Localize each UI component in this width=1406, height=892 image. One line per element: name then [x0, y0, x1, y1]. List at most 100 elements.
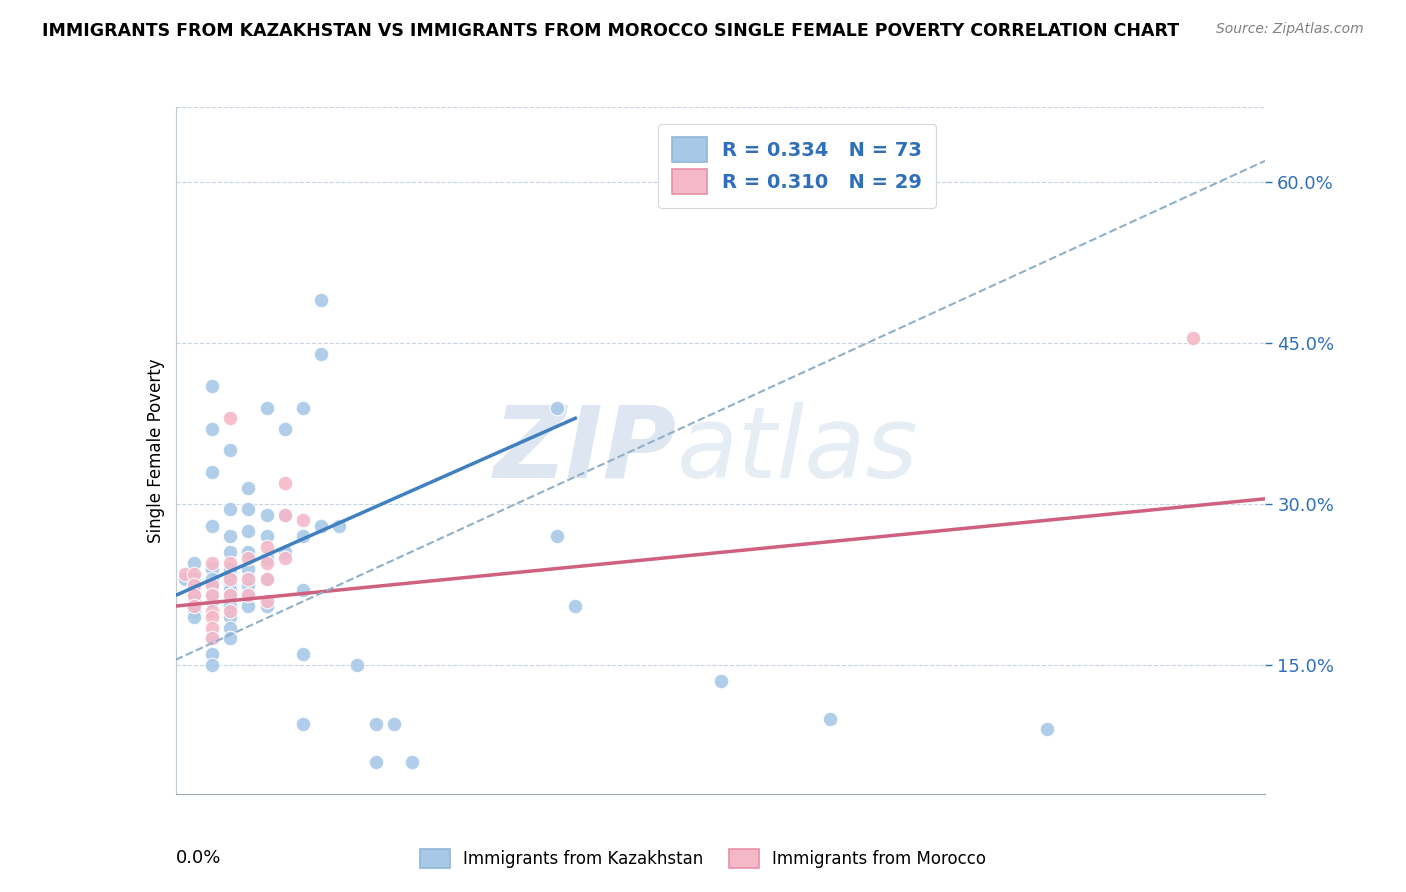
Point [201, 518, 224, 533]
Point [219, 556, 242, 570]
Point [219, 577, 242, 591]
Point [291, 529, 314, 543]
Point [274, 545, 297, 559]
Point [564, 599, 586, 613]
Point [219, 411, 242, 425]
Point [183, 599, 205, 613]
Point [219, 588, 242, 602]
Point [183, 588, 205, 602]
Point [238, 524, 260, 538]
Point [291, 513, 314, 527]
Point [364, 717, 387, 731]
Text: ZIP: ZIP [494, 402, 678, 499]
Text: atlas: atlas [678, 402, 918, 499]
Point [201, 577, 224, 591]
Point [238, 502, 260, 516]
Point [238, 599, 260, 613]
Point [219, 443, 242, 458]
Point [173, 566, 195, 581]
Point [309, 293, 332, 308]
Point [256, 599, 278, 613]
Point [238, 577, 260, 591]
Point [201, 556, 224, 570]
Point [183, 593, 205, 607]
Point [183, 577, 205, 591]
Point [183, 572, 205, 586]
Point [1036, 723, 1059, 737]
Legend: R = 0.334   N = 73, R = 0.310   N = 29: R = 0.334 N = 73, R = 0.310 N = 29 [658, 124, 935, 208]
Text: Source: ZipAtlas.com: Source: ZipAtlas.com [1216, 22, 1364, 37]
Point [256, 556, 278, 570]
Point [183, 588, 205, 602]
Point [291, 582, 314, 597]
Point [256, 572, 278, 586]
Point [238, 561, 260, 575]
Point [238, 572, 260, 586]
Point [219, 609, 242, 624]
Point [238, 481, 260, 495]
Point [256, 401, 278, 415]
Point [201, 465, 224, 479]
Point [238, 545, 260, 559]
Point [201, 621, 224, 635]
Point [219, 561, 242, 575]
Point [219, 632, 242, 646]
Text: IMMIGRANTS FROM KAZAKHSTAN VS IMMIGRANTS FROM MOROCCO SINGLE FEMALE POVERTY CORR: IMMIGRANTS FROM KAZAKHSTAN VS IMMIGRANTS… [42, 22, 1180, 40]
Point [201, 379, 224, 393]
Point [256, 540, 278, 554]
Point [256, 593, 278, 607]
Point [546, 529, 568, 543]
Point [183, 604, 205, 618]
Point [546, 401, 568, 415]
Point [201, 604, 224, 618]
Text: 0.0%: 0.0% [176, 849, 221, 867]
Point [219, 599, 242, 613]
Point [710, 674, 733, 689]
Point [219, 572, 242, 586]
Point [274, 550, 297, 565]
Point [274, 508, 297, 522]
Point [201, 588, 224, 602]
Point [219, 545, 242, 559]
Point [219, 502, 242, 516]
Point [183, 582, 205, 597]
Y-axis label: Single Female Poverty: Single Female Poverty [146, 359, 165, 542]
Point [201, 577, 224, 591]
Point [309, 347, 332, 361]
Point [256, 508, 278, 522]
Point [328, 518, 350, 533]
Point [219, 582, 242, 597]
Point [256, 550, 278, 565]
Point [818, 712, 841, 726]
Point [291, 401, 314, 415]
Point [219, 588, 242, 602]
Point [291, 648, 314, 662]
Point [238, 588, 260, 602]
Point [364, 755, 387, 769]
Point [274, 508, 297, 522]
Point [201, 632, 224, 646]
Point [183, 566, 205, 581]
Point [238, 550, 260, 565]
Point [274, 475, 297, 490]
Point [201, 572, 224, 586]
Point [201, 658, 224, 673]
Point [201, 609, 224, 624]
Point [183, 599, 205, 613]
Point [183, 556, 205, 570]
Point [256, 572, 278, 586]
Point [382, 717, 405, 731]
Point [219, 604, 242, 618]
Point [346, 658, 368, 673]
Point [219, 529, 242, 543]
Point [291, 717, 314, 731]
Point [201, 632, 224, 646]
Point [201, 593, 224, 607]
Legend: Immigrants from Kazakhstan, Immigrants from Morocco: Immigrants from Kazakhstan, Immigrants f… [413, 842, 993, 875]
Point [201, 588, 224, 602]
Point [238, 588, 260, 602]
Point [183, 609, 205, 624]
Point [201, 561, 224, 575]
Point [201, 648, 224, 662]
Point [401, 755, 423, 769]
